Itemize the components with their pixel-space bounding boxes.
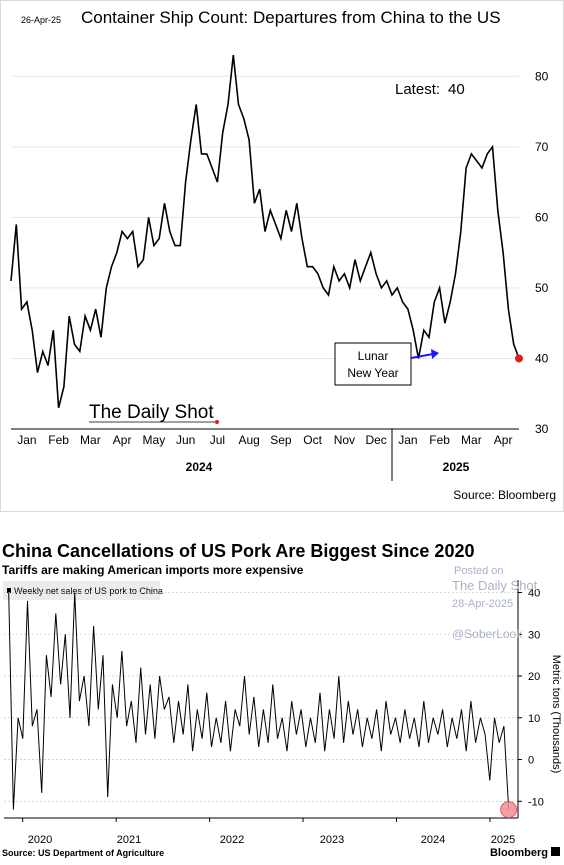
annotation-line-1: Lunar — [358, 349, 389, 363]
pork-sales-chart: China Cancellations of US Pork Are Bigge… — [0, 536, 564, 860]
legend-box — [3, 581, 160, 600]
month-label: Mar — [80, 433, 101, 447]
year-label: 2022 — [220, 834, 244, 846]
annotation-arrow — [410, 353, 434, 359]
year-label: 2024 — [186, 460, 213, 474]
latest-point — [515, 354, 523, 363]
month-label: Apr — [494, 433, 513, 447]
pork-y-ticks: -10 0 10 20 30 40 — [517, 580, 544, 818]
month-label: May — [143, 433, 166, 447]
y-tick-label: 20 — [528, 671, 540, 683]
month-label: Jan — [398, 433, 417, 447]
month-label: Mar — [461, 433, 482, 447]
pork-grid — [4, 592, 518, 802]
month-label: Oct — [303, 433, 322, 447]
brand-logo: The Daily Shot — [89, 402, 214, 423]
y-tick-label: -10 — [528, 796, 544, 808]
y-tick-label: 40 — [535, 351, 549, 365]
y-tick-label: 40 — [528, 588, 540, 600]
year-label: 2025 — [491, 834, 515, 846]
pork-source: Source: US Department of Agriculture — [2, 848, 164, 858]
year-label: 2023 — [320, 834, 344, 846]
year-label: 2025 — [443, 460, 470, 474]
watermark-line-3: 28-Apr-2025 — [452, 598, 513, 610]
month-label: Jul — [210, 433, 225, 447]
month-label: Jan — [17, 433, 36, 447]
month-label: Nov — [334, 433, 355, 447]
y-tick-label: 70 — [535, 140, 549, 154]
series-line — [10, 55, 520, 408]
year-label: 2021 — [117, 834, 141, 846]
annotation-box — [334, 342, 412, 386]
y-axis-ticks: 30 40 50 60 70 80 — [535, 69, 549, 436]
watermark-line-1: Posted on — [454, 565, 504, 577]
pork-subtitle: Tariffs are making American imports more… — [2, 563, 304, 577]
ship-count-chart: 26-Apr-25 Container Ship Count: Departur… — [0, 0, 564, 512]
brand-dot — [215, 420, 219, 424]
lunar-annotation: Lunar New Year — [334, 342, 439, 386]
ship-count-svg: 26-Apr-25 Container Ship Count: Departur… — [10, 8, 556, 502]
year-label: 2020 — [28, 834, 52, 846]
month-label: Apr — [113, 433, 132, 447]
arrow-head — [431, 349, 439, 359]
watermark-line-4: @SoberLook — [452, 627, 523, 641]
y-tick-label: 0 — [528, 755, 534, 767]
pork-latest-marker — [500, 801, 518, 819]
pork-title: China Cancellations of US Pork Are Bigge… — [2, 541, 474, 561]
y-tick-label: 60 — [535, 210, 549, 224]
month-label: Feb — [429, 433, 450, 447]
bloomberg-logo: Bloomberg — [490, 847, 548, 859]
grid-lines — [11, 75, 519, 359]
bloomberg-mark — [551, 847, 560, 856]
month-label: Jun — [176, 433, 195, 447]
chart-title: Container Ship Count: Departures from Ch… — [81, 8, 501, 27]
y-tick-label: 80 — [535, 69, 549, 83]
watermark: Posted on The Daily Shot 28-Apr-2025 @So… — [452, 565, 538, 641]
date-stamp: 26-Apr-25 — [21, 15, 61, 25]
month-label: Sep — [270, 433, 292, 447]
y-tick-label: 30 — [535, 422, 549, 436]
latest-value: 40 — [448, 81, 465, 98]
watermark-line-2: The Daily Shot — [452, 578, 538, 593]
y-tick-label: 10 — [528, 713, 540, 725]
pork-sales-svg: China Cancellations of US Pork Are Bigge… — [2, 541, 562, 859]
year-label: 2024 — [421, 834, 445, 846]
month-label: Dec — [365, 433, 386, 447]
month-label: Feb — [48, 433, 69, 447]
pork-y-label: Metric tons (Thousands) — [550, 655, 562, 774]
legend-swatch — [7, 588, 11, 593]
legend-label: Weekly net sales of US pork to China — [14, 586, 163, 596]
pork-series-line — [8, 592, 510, 810]
latest-label: Latest: — [395, 81, 440, 98]
x-axis: Jan Feb Mar Apr May Jun Jul Aug Sep Oct Nov Dec Jan F… — [11, 428, 519, 481]
y-tick-label: 30 — [528, 629, 540, 641]
annotation-line-2: New Year — [347, 366, 398, 380]
y-tick-label: 50 — [535, 281, 549, 295]
pork-x-axis: 2020 2021 2022 2023 2024 2025 — [4, 817, 518, 846]
month-label: Aug — [238, 433, 259, 447]
source-note: Source: Bloomberg — [453, 488, 556, 502]
